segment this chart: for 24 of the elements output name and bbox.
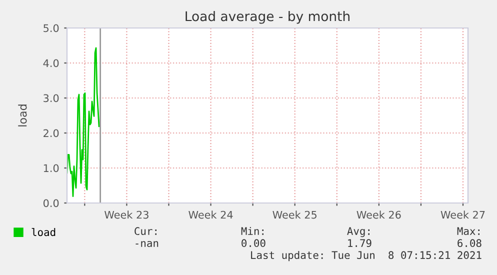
x-tick-label: Week 27 <box>440 210 485 219</box>
y-tick-label: 2.0 <box>44 129 59 138</box>
text: 1.79 <box>348 239 372 248</box>
y-tick-label: 0.0 <box>43 199 59 208</box>
text: Cur: <box>134 227 156 236</box>
x-tick-label: Week 25 <box>272 210 316 219</box>
x-tick-label: Week 24 <box>188 210 233 219</box>
text: 6.08 <box>458 239 482 248</box>
x-tick-label: Week 23 <box>104 210 148 219</box>
y-axis-title: load <box>18 104 27 126</box>
chart-title: Load average - by month <box>186 11 350 24</box>
text: Min: <box>241 226 264 235</box>
x-tick-label: Week 26 <box>356 210 401 219</box>
legend-label: load <box>32 228 56 236</box>
text: Last update: Tue Jun 8 07:15:21 2021 <box>251 250 482 262</box>
y-tick-label: 1.0 <box>44 164 59 172</box>
y-tick-label: 5.0 <box>44 24 59 32</box>
text: 0.00 <box>242 239 266 248</box>
text: Avg: <box>347 227 370 238</box>
y-tick-label: 4.0 <box>43 59 59 68</box>
line-series <box>67 47 100 198</box>
y-tick-label: 3.0 <box>44 94 59 102</box>
text: Max: <box>457 227 480 236</box>
text: -nan <box>136 241 158 248</box>
